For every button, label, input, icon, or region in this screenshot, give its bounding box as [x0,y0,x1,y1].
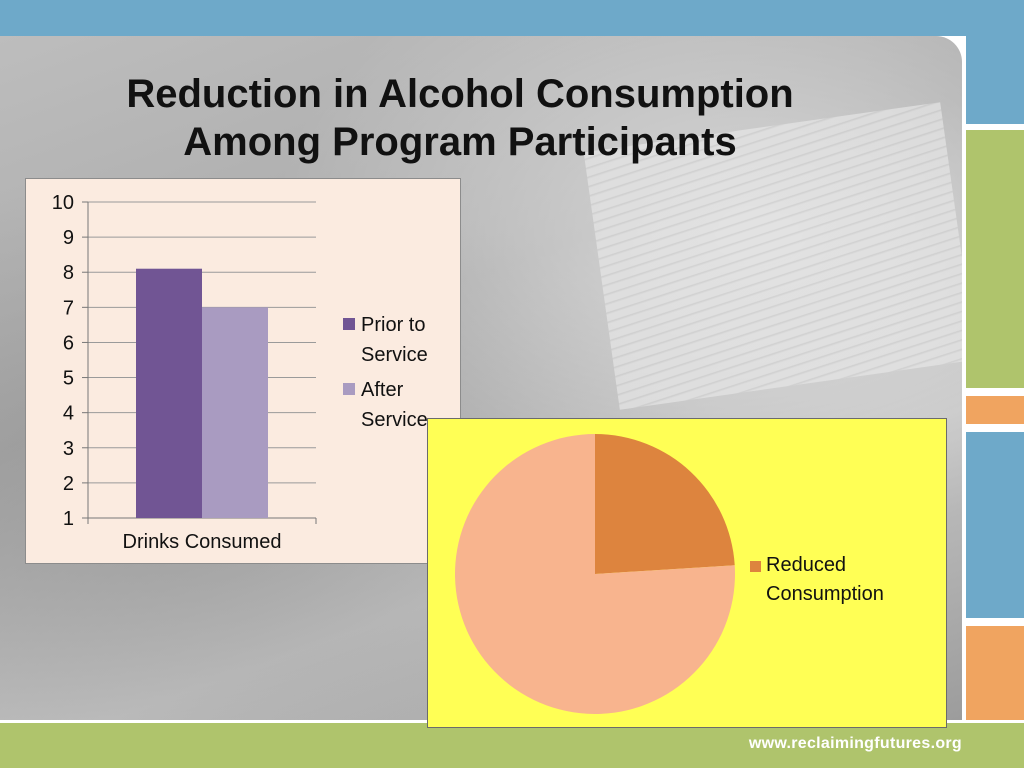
pie-slice-remainder [454,434,735,714]
pie-slice-reduced-consumption [595,434,735,574]
title-line-2: Among Program Participants [183,120,737,164]
legend-swatch-after [343,383,355,395]
accent-block-orange-small [966,396,1024,424]
accent-block-orange-bottom [966,626,1024,720]
legend-label-after-line1: After [361,379,404,401]
pie-legend-swatch [750,561,761,572]
legend-label-prior-line1: Prior to [361,314,426,336]
footer-band [0,720,1024,768]
y-tick-label: 5 [63,368,74,390]
pie-legend-line2: Consumption [766,583,884,605]
x-category-label: Drinks Consumed [123,531,282,553]
y-tick-label: 7 [63,297,74,319]
y-tick-label: 1 [63,508,74,530]
legend-label-prior: Prior to Service [361,310,428,370]
legend-label-after-line2: Service [361,409,428,431]
accent-block-green [966,130,1024,388]
footer-url[interactable]: www.reclaimingfutures.org [748,735,962,752]
right-accent-column [962,36,1024,720]
bar-prior-to-service [136,268,202,518]
pie-legend-label: Reduced Consumption [766,551,936,609]
legend-label-prior-line2: Service [361,344,428,366]
y-tick-label: 8 [63,262,74,284]
bar-chart: 1 2 3 4 5 6 7 8 9 10 Drinks Consumed Prior to Serv… [25,178,461,564]
bar-after-service [202,307,268,518]
slide-title: Reduction in Alcohol Consumption Among P… [60,70,860,166]
bar-chart-plot: 1 2 3 4 5 6 7 8 9 10 Drinks Consumed [52,192,317,553]
pie-legend-line1: Reduced [766,554,847,576]
y-tick-label: 4 [63,403,74,425]
y-tick-label: 6 [63,332,74,354]
pie-chart-plot [454,434,735,714]
accent-block-blue-top [966,36,1024,124]
legend-swatch-prior [343,318,355,330]
top-banner [0,0,1024,36]
y-tick-label: 3 [63,438,74,460]
title-line-1: Reduction in Alcohol Consumption [126,72,794,116]
legend-label-after: After Service [361,375,428,435]
accent-block-blue-bottom [966,432,1024,618]
pie-chart: Reduced Consumption [427,418,947,728]
y-tick-label: 10 [52,192,74,214]
y-tick-label: 9 [63,227,74,249]
y-tick-label: 2 [63,473,74,495]
